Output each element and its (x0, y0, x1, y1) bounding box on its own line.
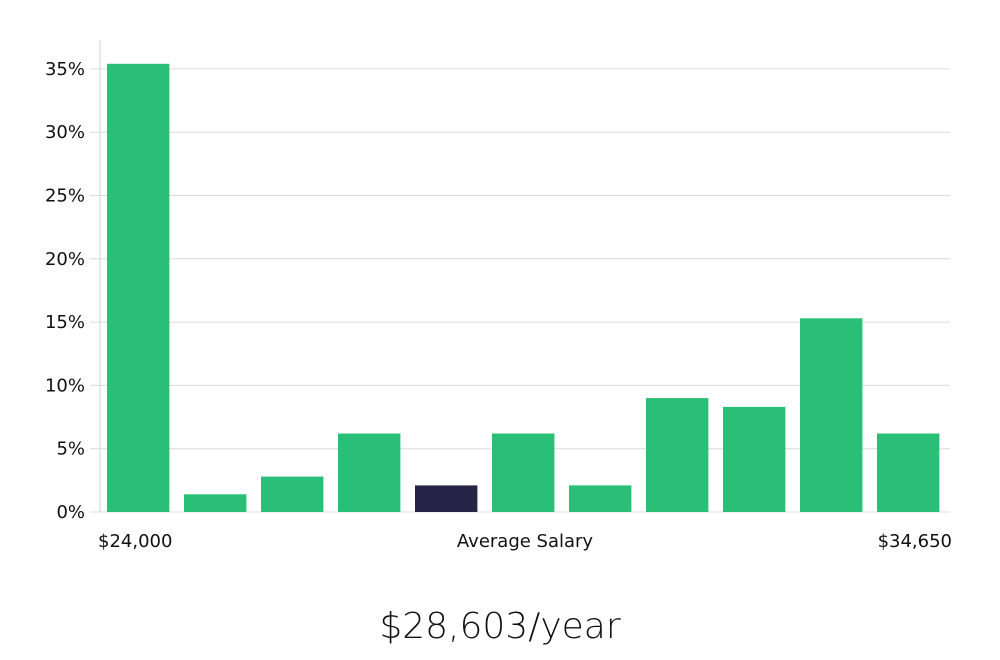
salary-histogram: 0% 5% 10% 15% 20% 25% 30% 35% $24,000 Average S… (45, 40, 952, 552)
y-tick-label: 35% (45, 59, 85, 80)
bar (492, 433, 555, 512)
y-tick-label: 5% (56, 439, 85, 460)
bar (800, 318, 863, 512)
x-max-label: $34,650 (878, 531, 952, 552)
y-tick-label: 30% (45, 122, 85, 143)
y-tick-label: 0% (56, 502, 85, 523)
average-salary-value: $28,603/year (379, 606, 621, 647)
bar (338, 433, 401, 512)
bar (261, 476, 324, 512)
y-tick-label: 20% (45, 249, 85, 270)
y-tick-label: 10% (45, 375, 85, 396)
y-tick-label: 15% (45, 312, 85, 333)
x-min-label: $24,000 (98, 531, 172, 552)
bar-highlighted (415, 485, 478, 512)
y-tick-label: 25% (45, 186, 85, 207)
x-axis-title: Average Salary (457, 531, 594, 552)
bar (877, 433, 940, 512)
bar (107, 63, 170, 513)
bar (646, 398, 709, 512)
bar (723, 406, 786, 512)
bar (569, 485, 632, 512)
bar (184, 494, 247, 512)
